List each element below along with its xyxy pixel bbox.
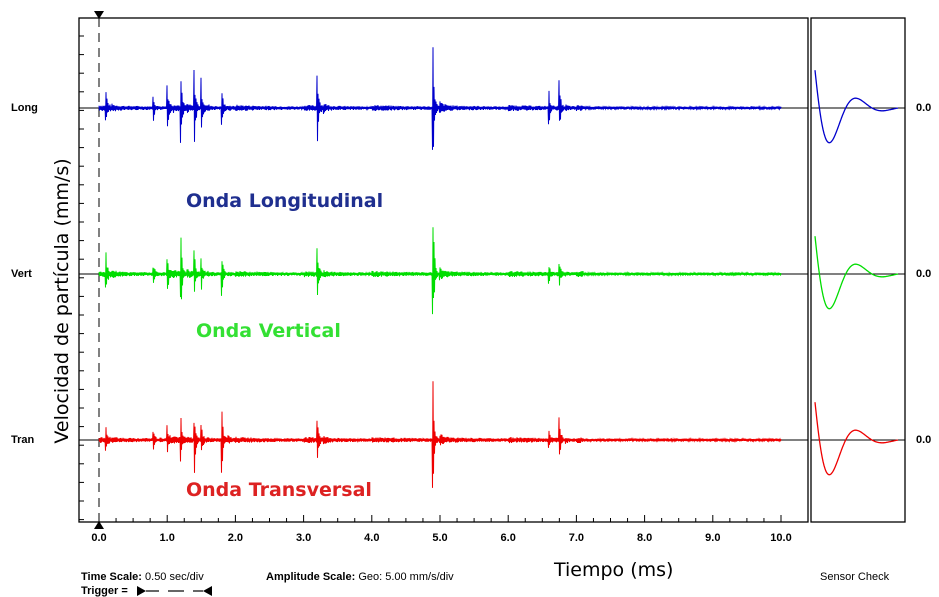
x-tick-label: 8.0 bbox=[636, 532, 653, 544]
waveform-trace bbox=[98, 227, 782, 315]
channel-value-long: 0.0 bbox=[916, 102, 932, 114]
x-tick-label: 10.0 bbox=[770, 532, 792, 544]
x-tick-label: 2.0 bbox=[227, 532, 244, 544]
amplitude-scale-readout: Amplitude Scale: Geo: 5.00 mm/s/div bbox=[266, 571, 454, 583]
sensor-check-trace bbox=[814, 70, 898, 144]
y-axis-label: Velocidad de partícula (mm/s) bbox=[51, 158, 73, 444]
trigger-legend-icon bbox=[137, 586, 212, 596]
trigger-legend: Trigger = bbox=[81, 585, 128, 597]
time-scale-value: 0.50 sec/div bbox=[145, 571, 204, 583]
x-tick-label: 3.0 bbox=[295, 532, 312, 544]
sensor-check-frame bbox=[810, 17, 906, 523]
trigger-marker-bottom bbox=[94, 521, 104, 529]
channel-value-tran: 0.0 bbox=[916, 434, 932, 446]
x-tick-label: 0.0 bbox=[91, 532, 107, 544]
x-tick-label: 5.0 bbox=[432, 532, 448, 544]
wave-title-vertical: Onda Vertical bbox=[196, 320, 341, 342]
x-tick-label: 1.0 bbox=[159, 532, 175, 544]
waveform-trace bbox=[98, 381, 782, 488]
trigger-label: Trigger = bbox=[81, 585, 128, 597]
x-tick-label: 7.0 bbox=[568, 532, 585, 544]
channel-value-vert: 0.0 bbox=[916, 268, 932, 280]
x-tick-label: 9.0 bbox=[705, 532, 721, 544]
x-tick-label: 6.0 bbox=[500, 532, 516, 544]
channel-label-tran: Tran bbox=[11, 434, 35, 446]
trigger-marker-top bbox=[94, 11, 104, 19]
wave-title-transversal: Onda Transversal bbox=[186, 479, 372, 501]
amplitude-scale-value: Geo: 5.00 mm/s/div bbox=[358, 571, 454, 583]
sensor-check-trace bbox=[814, 236, 898, 310]
time-scale-label: Time Scale: bbox=[81, 571, 142, 583]
channel-label-vert: Vert bbox=[11, 268, 32, 280]
plot-frame bbox=[78, 17, 809, 523]
time-scale-readout: Time Scale: 0.50 sec/div bbox=[81, 571, 204, 583]
sensor-check-label: Sensor Check bbox=[820, 571, 890, 583]
channel-label-long: Long bbox=[11, 102, 38, 114]
x-axis-label: Tiempo (ms) bbox=[554, 559, 674, 581]
waveform-trace bbox=[98, 47, 782, 150]
x-tick-label: 4.0 bbox=[364, 532, 380, 544]
wave-title-longitudinal: Onda Longitudinal bbox=[186, 190, 384, 212]
sensor-check-trace bbox=[814, 402, 898, 476]
amplitude-scale-label: Amplitude Scale: bbox=[266, 571, 356, 583]
